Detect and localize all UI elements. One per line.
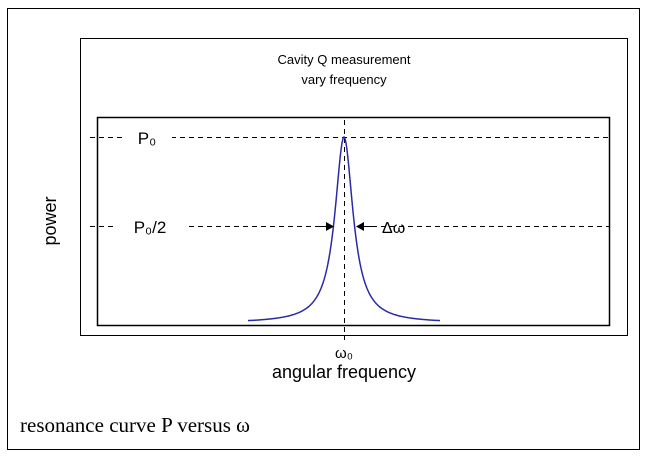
arrow-head — [326, 222, 334, 231]
half-label: P₀/2 — [134, 218, 167, 237]
resonance-curve — [247, 135, 441, 322]
label-bg — [116, 215, 186, 237]
y-axis-label: power — [40, 196, 60, 245]
center-label: ω₀ — [335, 345, 353, 362]
peak-label: P₀ — [138, 129, 156, 148]
width-label: Δω — [382, 220, 405, 237]
x-axis-label: angular frequency — [272, 362, 416, 382]
caption: resonance curve P versus ω — [20, 413, 250, 437]
title: Cavity Q measurement — [278, 52, 411, 67]
subtitle: vary frequency — [301, 72, 387, 87]
arrow-head — [356, 222, 364, 231]
label-bg — [122, 126, 172, 148]
